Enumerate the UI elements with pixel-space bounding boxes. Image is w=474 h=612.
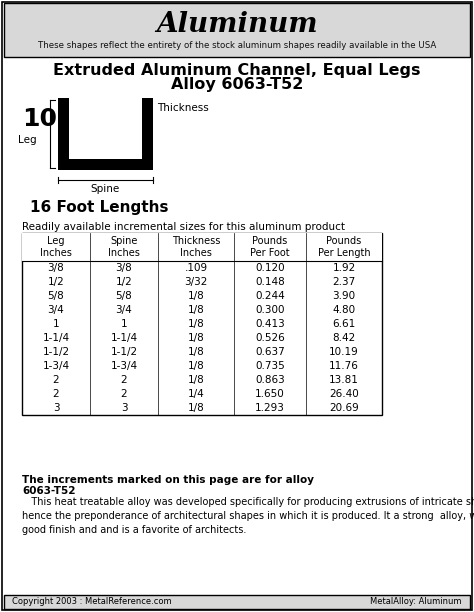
Text: This heat treatable alloy was developed specifically for producing extrusions of: This heat treatable alloy was developed … [22,497,474,535]
Text: These shapes reflect the entirety of the stock aluminum shapes readily available: These shapes reflect the entirety of the… [38,42,436,51]
Text: 2: 2 [121,375,128,385]
Text: 26.40: 26.40 [329,389,359,399]
Text: 5/8: 5/8 [47,291,64,301]
Text: 11.76: 11.76 [329,361,359,371]
Text: 1-3/4: 1-3/4 [110,361,137,371]
Text: 16 Foot Lengths: 16 Foot Lengths [30,200,168,215]
Text: 1.92: 1.92 [332,263,356,273]
Text: Aluminum: Aluminum [156,10,318,37]
Text: Thickness
Inches: Thickness Inches [172,236,220,258]
Text: Thickness: Thickness [157,103,209,113]
Text: 2: 2 [121,389,128,399]
Text: 0.637: 0.637 [255,347,285,357]
Bar [4,3,470,57]
Text: 0.413: 0.413 [255,319,285,329]
Text: 0.148: 0.148 [255,277,285,287]
Text: 1/8: 1/8 [188,347,204,357]
Text: 10.19: 10.19 [329,347,359,357]
Text: 6063-T52: 6063-T52 [22,486,75,496]
Text: 3/4: 3/4 [47,305,64,315]
Text: 6.61: 6.61 [332,319,356,329]
Text: 1.293: 1.293 [255,403,285,413]
Text: 1/8: 1/8 [188,361,204,371]
Text: 8.42: 8.42 [332,333,356,343]
Text: The increments marked on this page are for alloy: The increments marked on this page are f… [22,475,314,485]
Text: 0.120: 0.120 [255,263,285,273]
Text: 1: 1 [53,319,59,329]
Text: 3: 3 [121,403,128,413]
Text: 1/8: 1/8 [188,333,204,343]
Text: Leg
Inches: Leg Inches [40,236,72,258]
Text: 5/8: 5/8 [116,291,132,301]
Text: 4.80: 4.80 [332,305,356,315]
Text: 13.81: 13.81 [329,375,359,385]
Text: 3.90: 3.90 [332,291,356,301]
Text: .109: .109 [184,263,208,273]
Text: 1-3/4: 1-3/4 [43,361,70,371]
Text: Leg: Leg [18,135,36,145]
Text: Alloy 6063-T52: Alloy 6063-T52 [171,76,303,92]
Text: 3/32: 3/32 [184,277,208,287]
Bar [22,233,382,415]
Text: 2.37: 2.37 [332,277,356,287]
Text: 3/8: 3/8 [47,263,64,273]
Text: 0.735: 0.735 [255,361,285,371]
Text: 20.69: 20.69 [329,403,359,413]
Text: 1-1/2: 1-1/2 [43,347,70,357]
Text: 0.244: 0.244 [255,291,285,301]
Text: 2: 2 [53,389,59,399]
Text: Copyright 2003 : MetalReference.com: Copyright 2003 : MetalReference.com [12,597,172,606]
Text: 10: 10 [22,107,57,131]
Text: 3/8: 3/8 [116,263,132,273]
Text: 1/8: 1/8 [188,305,204,315]
Text: Pounds
Per Foot: Pounds Per Foot [250,236,290,258]
Text: Spine
Inches: Spine Inches [108,236,140,258]
Text: Readily available incremental sizes for this aluminum product: Readily available incremental sizes for … [22,222,345,232]
Text: 1/2: 1/2 [116,277,132,287]
Bar [58,159,153,170]
Text: 1-1/2: 1-1/2 [110,347,137,357]
Bar [22,233,382,261]
Text: MetalAlloy: Aluminum: MetalAlloy: Aluminum [371,597,462,606]
Text: 1/8: 1/8 [188,291,204,301]
Text: 1-1/4: 1-1/4 [110,333,137,343]
Bar [58,98,69,170]
Text: Spine: Spine [91,184,120,194]
Text: 0.863: 0.863 [255,375,285,385]
Text: 1: 1 [121,319,128,329]
Text: 1/2: 1/2 [47,277,64,287]
Text: 0.526: 0.526 [255,333,285,343]
Text: Extruded Aluminum Channel, Equal Legs: Extruded Aluminum Channel, Equal Legs [53,62,421,78]
Bar [142,98,153,170]
Text: 1/8: 1/8 [188,403,204,413]
Text: 1/4: 1/4 [188,389,204,399]
Text: 1-1/4: 1-1/4 [43,333,70,343]
Text: 1.650: 1.650 [255,389,285,399]
Text: 1/8: 1/8 [188,375,204,385]
Text: 3: 3 [53,403,59,413]
Text: 3/4: 3/4 [116,305,132,315]
Text: 0.300: 0.300 [255,305,285,315]
Text: 1/8: 1/8 [188,319,204,329]
Text: Pounds
Per Length: Pounds Per Length [318,236,370,258]
Text: 2: 2 [53,375,59,385]
Bar [4,595,470,609]
